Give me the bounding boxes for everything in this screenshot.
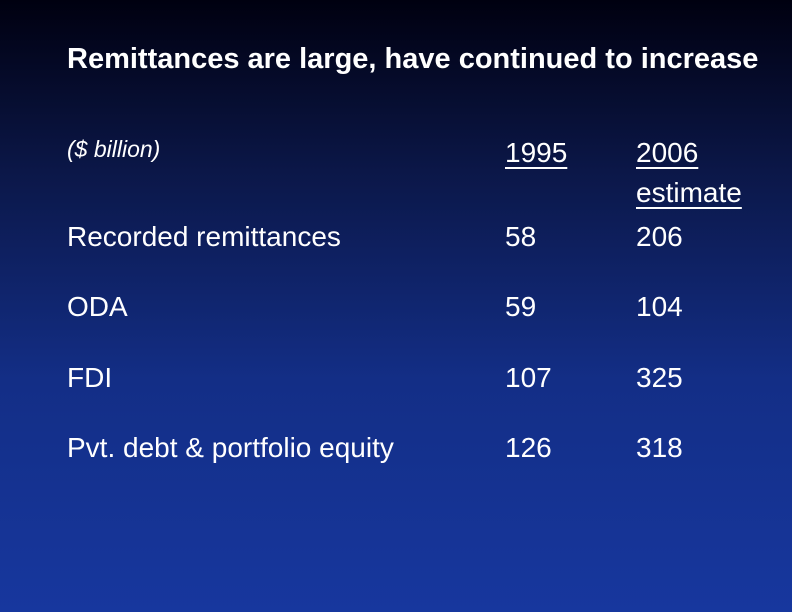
column-header-2006-estimate-label: estimate (636, 177, 742, 208)
row-label-fdi: FDI (67, 362, 113, 393)
cell-oda-1995: 59 (505, 291, 537, 322)
cell-pvt-debt-portfolio-equity-1995: 126 (505, 432, 552, 463)
cell-oda-2006: 104 (636, 291, 683, 322)
column-header-2006-year: 2006 (636, 137, 699, 168)
cell-fdi-2006: 325 (636, 362, 683, 393)
row-label-oda: ODA (67, 291, 128, 322)
unit-note: ($ billion) (67, 136, 161, 162)
row-label-pvt-debt-portfolio-equity: Pvt. debt & portfolio equity (67, 432, 394, 463)
cell-recorded-remittances-2006: 206 (636, 221, 683, 252)
column-header-1995: 1995 (505, 137, 568, 168)
row-label-recorded-remittances: Recorded remittances (67, 221, 341, 252)
cell-recorded-remittances-1995: 58 (505, 221, 537, 252)
slide-title: Remittances are large, have continued to… (67, 43, 759, 75)
column-header-2006-estimate: 2006 estimate (636, 133, 742, 213)
cell-fdi-1995: 107 (505, 362, 552, 393)
cell-pvt-debt-portfolio-equity-2006: 318 (636, 432, 683, 463)
